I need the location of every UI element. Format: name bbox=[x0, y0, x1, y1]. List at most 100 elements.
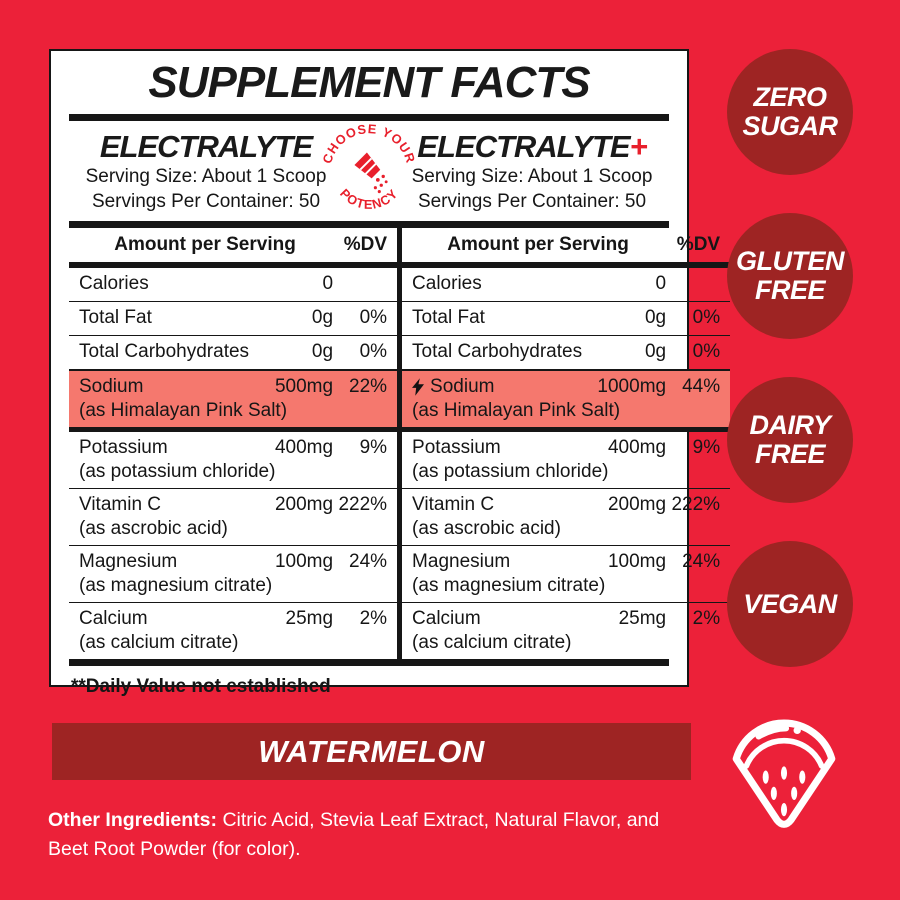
nutrient-dv: 22% bbox=[349, 376, 388, 398]
plus-mark: + bbox=[629, 128, 648, 164]
nutrient-name: Calories bbox=[79, 273, 149, 295]
nutrient-source: (as calcium citrate) bbox=[79, 632, 239, 654]
flavor-name: WATERMELON bbox=[258, 733, 485, 769]
nutrient-dv: 24% bbox=[349, 551, 388, 573]
table-header: Amount per Serving %DV bbox=[402, 228, 731, 269]
nutrient-source: (as calcium citrate) bbox=[412, 632, 572, 654]
nutrient-row-magnesium: Magnesium 100mg 24% (as magnesium citrate) bbox=[69, 545, 398, 602]
nutrient-dv bbox=[333, 272, 387, 296]
nutrient-dv: 0% bbox=[359, 341, 388, 363]
nutrient-source: (as magnesium citrate) bbox=[412, 575, 606, 597]
serving-size: Serving Size: About 1 Scoop bbox=[411, 165, 653, 187]
nutrient-row-total-fat: Total Fat 0g 0% bbox=[402, 301, 731, 335]
variant-name-left: ELECTRALYTE bbox=[99, 128, 313, 164]
nutrient-source: (as ascrobic acid) bbox=[412, 518, 561, 540]
amount-header: Amount per Serving bbox=[114, 234, 296, 256]
nutrient-name: Total Fat bbox=[79, 307, 152, 329]
nutrient-name: Total Carbohydrates bbox=[79, 341, 250, 363]
nutrient-row-potassium: Potassium 400mg 9% (as potassium chloride) bbox=[69, 427, 398, 488]
variant-header-right: ELECTRALYTE+ Serving Size: About 1 Scoop… bbox=[369, 128, 669, 214]
header-rule bbox=[69, 221, 669, 229]
facts-column-left: Amount per Serving %DV Calories 0 Total Fa… bbox=[69, 228, 398, 659]
svg-text:POTENCY: POTENCY bbox=[337, 186, 401, 212]
nutrient-amount: 100mg bbox=[274, 551, 334, 573]
servings-per-container: Servings Per Container: 50 bbox=[417, 191, 647, 213]
facts-table: Amount per Serving %DV Calories 0 Total Fa… bbox=[69, 228, 731, 660]
nutrient-amount: 0g bbox=[311, 307, 334, 329]
nutrient-amount: 200mg bbox=[274, 494, 334, 516]
nutrient-source: (as magnesium citrate) bbox=[79, 575, 273, 597]
daily-value-footnote: **Daily Value not established bbox=[71, 676, 331, 698]
lightning-bolt-icon bbox=[412, 378, 425, 396]
nutrient-name: Total Carbohydrates bbox=[412, 341, 583, 363]
nutrient-dv: 0% bbox=[692, 307, 721, 329]
nutrient-amount: 200mg bbox=[607, 494, 667, 516]
nutrient-name: Potassium bbox=[79, 437, 168, 459]
nutrient-row-calcium: Calcium 25mg 2% (as calcium citrate) bbox=[69, 602, 398, 659]
nutrient-amount: 400mg bbox=[607, 437, 667, 459]
nutrient-name: Sodium bbox=[412, 375, 582, 399]
supplement-facts-panel: SUPPLEMENT FACTS ELECTRALYTE Serving Siz… bbox=[49, 49, 731, 697]
claim-badge-gluten-free: GLUTEN FREE bbox=[727, 213, 853, 339]
nutrient-row-sodium: Sodium 500mg 22% (as Himalayan Pink Salt) bbox=[69, 369, 398, 428]
other-ingredients-label: Other Ingredients: bbox=[48, 809, 218, 831]
nutrient-amount: 25mg bbox=[618, 608, 667, 630]
variant-name-right: ELECTRALYTE+ bbox=[417, 128, 648, 164]
nutrient-dv: 222% bbox=[671, 494, 721, 516]
nutrient-row-calories: Calories 0 bbox=[402, 268, 730, 301]
nutrient-name: Vitamin C bbox=[79, 494, 162, 516]
shaker-icon bbox=[354, 152, 381, 179]
nutrient-row-total-carbohydrates: Total Carbohydrates 0g 0% bbox=[69, 335, 398, 369]
panel-title: SUPPLEMENT FACTS bbox=[148, 58, 590, 107]
nutrient-name: Vitamin C bbox=[412, 494, 495, 516]
nutrient-name: Total Fat bbox=[412, 307, 485, 329]
nutrient-source: (as potassium chloride) bbox=[79, 461, 276, 483]
servings-per-container: Servings Per Container: 50 bbox=[91, 191, 321, 213]
nutrient-dv: 0% bbox=[692, 341, 721, 363]
nutrient-dv: 0% bbox=[359, 307, 388, 329]
nutrient-amount: 25mg bbox=[285, 608, 334, 630]
dv-header: %DV bbox=[343, 234, 388, 256]
nutrient-name: Magnesium bbox=[79, 551, 178, 573]
nutrient-amount: 500mg bbox=[274, 376, 334, 398]
nutrient-amount: 100mg bbox=[607, 551, 667, 573]
other-ingredients-text-line1: Citric Acid, Stevia Leaf Extract, Natura… bbox=[222, 809, 660, 831]
nutrient-name: Sodium bbox=[79, 376, 144, 398]
nutrient-dv: 9% bbox=[692, 437, 721, 459]
nutrient-amount: 400mg bbox=[274, 437, 334, 459]
flavor-bar: WATERMELON bbox=[52, 723, 691, 780]
other-ingredients-text-line2: Beet Root Powder (for color). bbox=[48, 838, 301, 861]
other-ingredients: Other Ingredients: Citric Acid, Stevia L… bbox=[48, 806, 728, 865]
nutrient-row-vitamin-c: Vitamin C 200mg 222% (as ascrobic acid) bbox=[402, 488, 731, 545]
nutrient-amount: 0 bbox=[655, 273, 667, 295]
choose-your-potency-badge: CHOOSE YOUR POTENCY bbox=[318, 121, 420, 223]
nutrient-dv: 44% bbox=[682, 376, 721, 398]
nutrient-name: Potassium bbox=[412, 437, 501, 459]
nutrient-source: (as potassium chloride) bbox=[412, 461, 609, 483]
facts-column-right: Amount per Serving %DV Calories 0 Total Fa… bbox=[402, 228, 731, 659]
nutrient-amount: 0g bbox=[311, 341, 334, 363]
salt-dots bbox=[373, 174, 388, 194]
nutrient-name: Calcium bbox=[412, 608, 481, 630]
nutrient-dv: 2% bbox=[692, 608, 721, 630]
variant-header-left: ELECTRALYTE Serving Size: About 1 Scoop … bbox=[69, 128, 369, 214]
nutrient-row-magnesium: Magnesium 100mg 24% (as magnesium citrate) bbox=[402, 545, 731, 602]
nutrient-row-calories: Calories 0 bbox=[69, 268, 397, 301]
nutrient-name: Calcium bbox=[79, 608, 148, 630]
dv-header: %DV bbox=[676, 234, 721, 256]
claim-badge-zero-sugar: ZERO SUGAR bbox=[727, 49, 853, 175]
nutrient-row-potassium: Potassium 400mg 9% (as potassium chloride) bbox=[402, 427, 731, 488]
nutrient-source: (as ascrobic acid) bbox=[79, 518, 228, 540]
nutrient-row-calcium: Calcium 25mg 2% (as calcium citrate) bbox=[402, 602, 731, 659]
nutrient-name: Magnesium bbox=[412, 551, 511, 573]
nutrient-name: Calories bbox=[412, 273, 482, 295]
claim-badge-vegan: VEGAN bbox=[727, 541, 853, 667]
nutrient-row-sodium: Sodium 1000mg 44% (as Himalayan Pink Salt) bbox=[402, 369, 731, 428]
table-header: Amount per Serving %DV bbox=[69, 228, 398, 269]
variant-headers: ELECTRALYTE Serving Size: About 1 Scoop … bbox=[69, 121, 669, 221]
nutrient-amount: 0g bbox=[644, 307, 667, 329]
nutrient-amount: 0g bbox=[644, 341, 667, 363]
nutrient-dv: 9% bbox=[359, 437, 388, 459]
serving-size: Serving Size: About 1 Scoop bbox=[85, 165, 327, 187]
